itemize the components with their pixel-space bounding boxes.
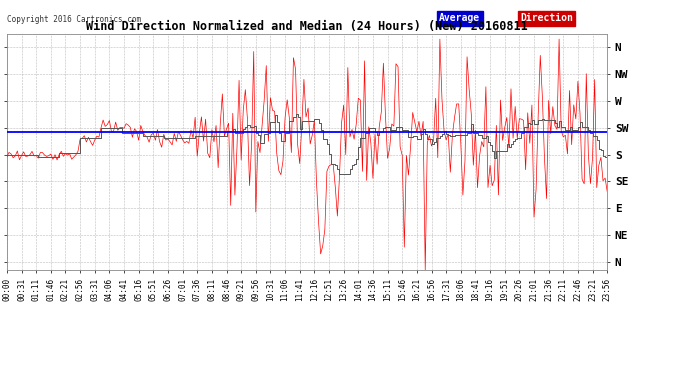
Text: Direction: Direction xyxy=(520,13,573,23)
Text: Average: Average xyxy=(439,13,480,23)
Title: Wind Direction Normalized and Median (24 Hours) (New) 20160811: Wind Direction Normalized and Median (24… xyxy=(86,20,528,33)
Text: Copyright 2016 Cartronics.com: Copyright 2016 Cartronics.com xyxy=(7,15,141,24)
